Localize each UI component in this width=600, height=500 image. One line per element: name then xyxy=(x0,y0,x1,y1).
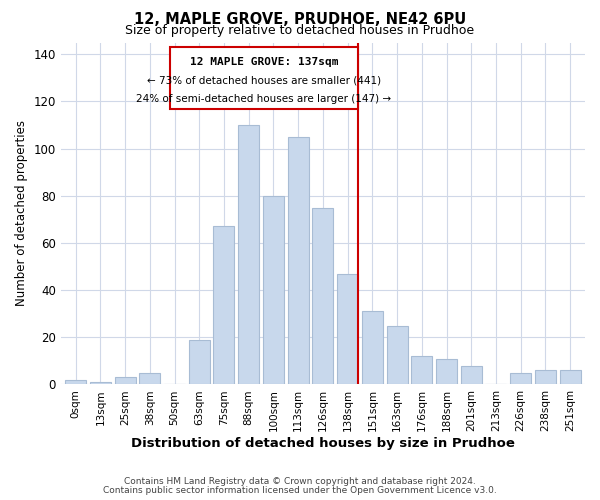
Bar xyxy=(362,312,383,384)
Bar xyxy=(337,274,358,384)
Bar xyxy=(238,125,259,384)
Bar xyxy=(386,326,407,384)
Bar xyxy=(436,358,457,384)
Bar xyxy=(90,382,111,384)
Bar xyxy=(115,378,136,384)
Text: 12 MAPLE GROVE: 137sqm: 12 MAPLE GROVE: 137sqm xyxy=(190,57,338,67)
Text: ← 73% of detached houses are smaller (441): ← 73% of detached houses are smaller (44… xyxy=(147,76,381,86)
Bar xyxy=(411,356,433,384)
Text: Contains HM Land Registry data © Crown copyright and database right 2024.: Contains HM Land Registry data © Crown c… xyxy=(124,477,476,486)
FancyBboxPatch shape xyxy=(170,47,358,108)
Bar xyxy=(461,366,482,384)
Bar xyxy=(313,208,334,384)
Bar xyxy=(65,380,86,384)
X-axis label: Distribution of detached houses by size in Prudhoe: Distribution of detached houses by size … xyxy=(131,437,515,450)
Text: Size of property relative to detached houses in Prudhoe: Size of property relative to detached ho… xyxy=(125,24,475,37)
Text: 24% of semi-detached houses are larger (147) →: 24% of semi-detached houses are larger (… xyxy=(136,94,391,104)
Bar xyxy=(189,340,210,384)
Bar xyxy=(535,370,556,384)
Bar xyxy=(139,372,160,384)
Bar xyxy=(560,370,581,384)
Bar xyxy=(287,137,308,384)
Bar xyxy=(214,226,235,384)
Bar xyxy=(263,196,284,384)
Bar xyxy=(510,372,531,384)
Y-axis label: Number of detached properties: Number of detached properties xyxy=(15,120,28,306)
Text: Contains public sector information licensed under the Open Government Licence v3: Contains public sector information licen… xyxy=(103,486,497,495)
Text: 12, MAPLE GROVE, PRUDHOE, NE42 6PU: 12, MAPLE GROVE, PRUDHOE, NE42 6PU xyxy=(134,12,466,26)
